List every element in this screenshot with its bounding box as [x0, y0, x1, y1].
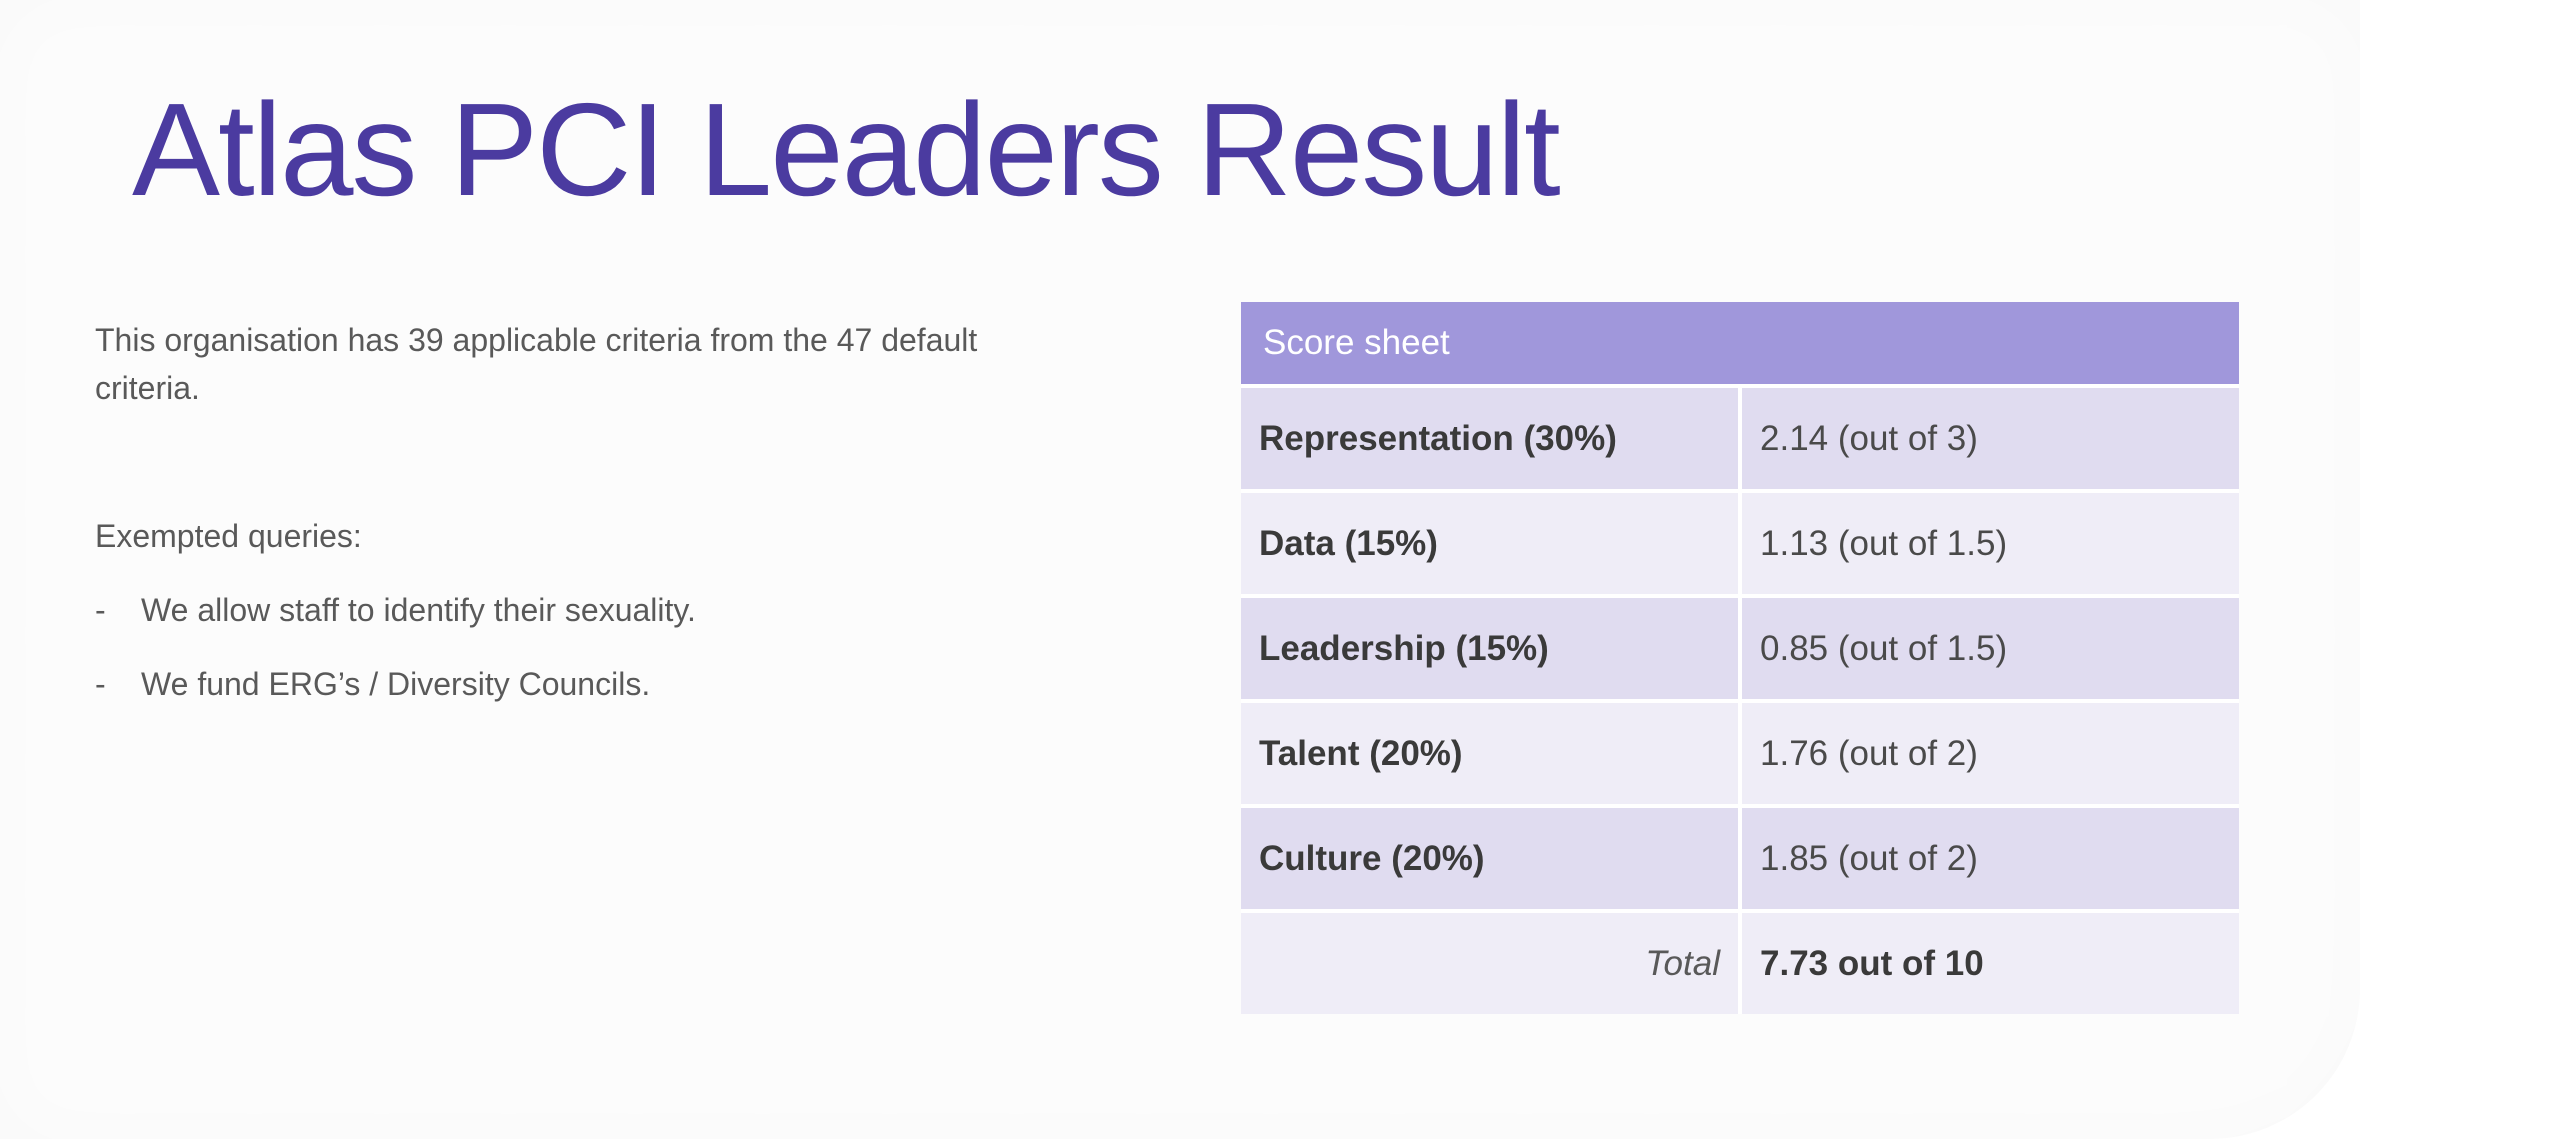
criteria-summary: This organisation has 39 applicable crit… [95, 316, 1095, 734]
criteria-score: 1.76 (out of 2) [1740, 699, 2239, 806]
criteria-score: 1.85 (out of 2) [1740, 804, 2239, 911]
exempted-query-text: We fund ERG’s / Diversity Councils. [141, 666, 651, 702]
table-row: Culture (20%) 1.85 (out of 2) [1241, 804, 2239, 911]
total-label: Total [1241, 909, 1742, 1014]
table-row: Representation (30%) 2.14 (out of 3) [1241, 384, 2239, 491]
table-row: Leadership (15%) 0.85 (out of 1.5) [1241, 594, 2239, 701]
exempted-query-text: We allow staff to identify their sexuali… [141, 592, 696, 628]
criteria-score: 0.85 (out of 1.5) [1740, 594, 2239, 701]
criteria-score: 1.13 (out of 1.5) [1740, 489, 2239, 596]
score-sheet-header: Score sheet [1241, 302, 2239, 388]
criteria-intro-text: This organisation has 39 applicable crit… [95, 322, 978, 406]
exempted-queries-heading: Exempted queries: [95, 518, 362, 554]
criteria-label: Representation (30%) [1241, 384, 1742, 491]
score-sheet-table: Score sheet Representation (30%) 2.14 (o… [1241, 302, 2239, 1014]
table-row: Data (15%) 1.13 (out of 1.5) [1241, 489, 2239, 596]
criteria-label: Data (15%) [1241, 489, 1742, 596]
page-title: Atlas PCI Leaders Result [132, 76, 1561, 223]
bullet-dash: - [95, 592, 106, 628]
criteria-label: Culture (20%) [1241, 804, 1742, 911]
table-row: Talent (20%) 1.76 (out of 2) [1241, 699, 2239, 806]
criteria-label: Talent (20%) [1241, 699, 1742, 806]
total-score: 7.73 out of 10 [1740, 909, 2239, 1014]
exempted-query-item: - We allow staff to identify their sexua… [95, 586, 1095, 634]
criteria-label: Leadership (15%) [1241, 594, 1742, 701]
criteria-score: 2.14 (out of 3) [1740, 384, 2239, 491]
score-sheet-header-row: Score sheet [1241, 302, 2239, 388]
bullet-dash: - [95, 666, 106, 702]
total-row: Total 7.73 out of 10 [1241, 909, 2239, 1014]
exempted-queries-list: - We allow staff to identify their sexua… [95, 586, 1095, 708]
exempted-query-item: - We fund ERG’s / Diversity Councils. [95, 660, 1095, 708]
